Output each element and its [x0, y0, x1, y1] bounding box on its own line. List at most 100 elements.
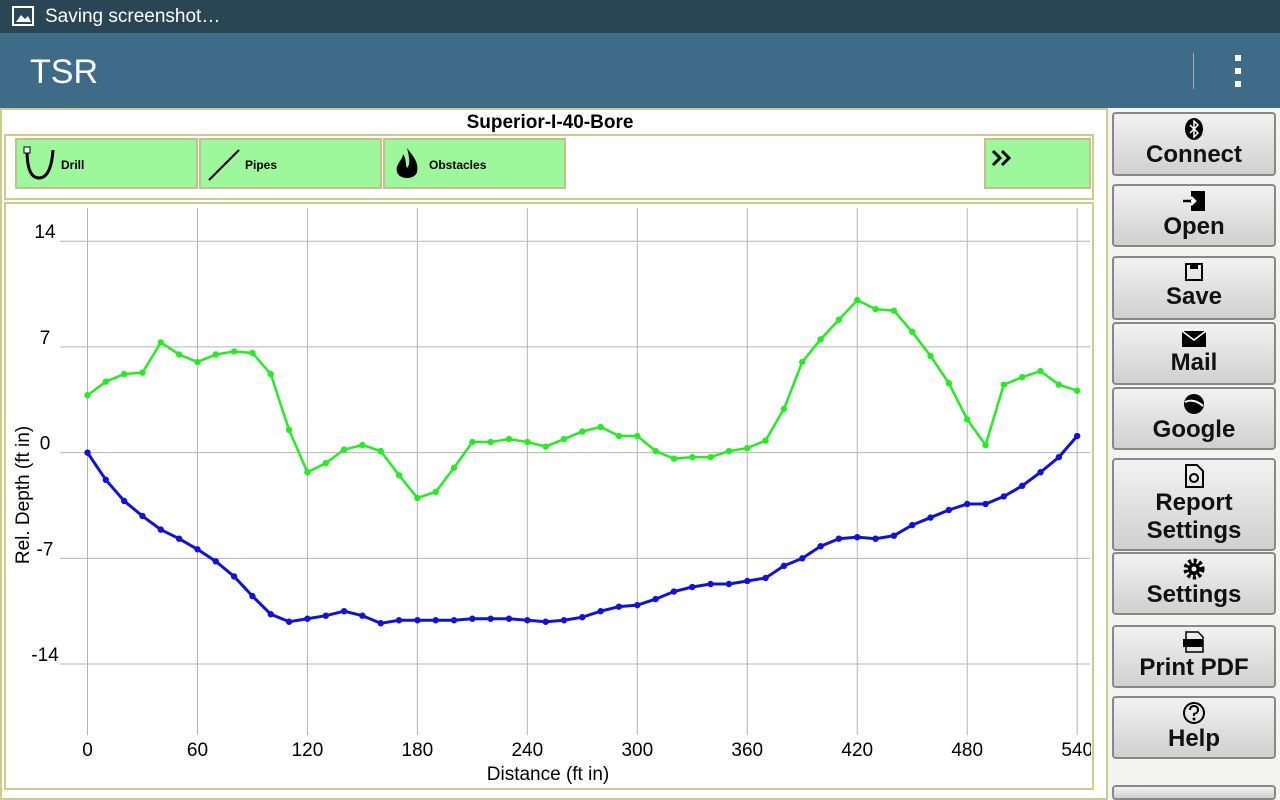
button-label: Connect [1146, 141, 1242, 168]
data-line [86, 435, 1079, 625]
screenshot-icon [12, 6, 34, 26]
data-point [762, 574, 769, 582]
data-point [872, 305, 879, 313]
data-point [359, 441, 366, 449]
data-point [267, 610, 274, 618]
y-tick-label: 0 [40, 434, 51, 455]
x-tick-label: 420 [841, 740, 873, 761]
data-point [1000, 493, 1008, 500]
gear-icon [1183, 558, 1205, 580]
data-point [1000, 381, 1008, 388]
data-point [469, 438, 476, 446]
data-point [762, 437, 769, 444]
fire-icon [396, 148, 418, 178]
google-button[interactable]: Google [1112, 387, 1276, 450]
overflow-menu[interactable] [1228, 53, 1248, 93]
data-point [469, 615, 476, 622]
open-icon [1183, 191, 1205, 211]
data-point [157, 339, 165, 346]
data-point [982, 500, 989, 508]
x-tick-label: 120 [292, 740, 324, 761]
data-point [615, 603, 623, 610]
data-point [689, 453, 696, 461]
settings-button[interactable]: Settings [1112, 552, 1276, 615]
data-point [377, 620, 384, 627]
print-pdf-button[interactable]: Print PDF [1112, 625, 1276, 688]
mail-button[interactable]: Mail [1112, 322, 1276, 385]
data-point [982, 441, 989, 449]
obstacles-button[interactable]: Obstacles [383, 138, 566, 189]
divider [1193, 53, 1194, 89]
data-point [579, 614, 586, 621]
button-label: Print PDF [1139, 654, 1249, 681]
data-point [212, 558, 219, 565]
save-button[interactable]: Save [1112, 256, 1276, 320]
data-point [175, 535, 183, 542]
data-point [487, 615, 494, 622]
drill-button[interactable]: Drill [15, 138, 198, 189]
report-settings-button[interactable]: Report Settings [1112, 458, 1276, 551]
data-point [524, 438, 531, 446]
app-bar: TSR [0, 33, 1280, 108]
more-button[interactable] [984, 138, 1091, 189]
y-tick-label: 14 [34, 222, 56, 243]
data-point [799, 358, 806, 366]
data-point [652, 447, 659, 455]
data-point [450, 617, 458, 624]
status-bar: Saving screenshot… [0, 0, 1280, 33]
data-point [1018, 373, 1026, 381]
data-point [560, 435, 568, 443]
data-point [542, 618, 549, 625]
data-point [212, 351, 219, 358]
more-buttons[interactable] [1112, 785, 1276, 800]
data-point [725, 580, 733, 588]
chevrons-icon [991, 149, 1012, 167]
button-label: Help [1167, 725, 1220, 752]
data-point [359, 612, 366, 619]
drill-icon [23, 146, 55, 180]
data-point [194, 546, 201, 553]
connect-button[interactable]: Connect [1112, 112, 1276, 176]
data-point [835, 535, 843, 542]
data-point [707, 580, 714, 588]
data-point [157, 526, 165, 533]
data-point [102, 378, 110, 385]
data-point [670, 455, 678, 462]
data-point [542, 443, 549, 450]
button-label: Mail [1170, 349, 1218, 376]
data-point [945, 379, 953, 387]
help-button[interactable]: Help [1112, 696, 1276, 759]
button-label: Drill [61, 158, 85, 172]
x-tick-label: 540 [1061, 740, 1093, 761]
status-text: Saving screenshot… [45, 6, 221, 27]
x-tick-label: 480 [951, 740, 983, 761]
data-point [230, 348, 238, 355]
y-axis-title: Rel. Depth (ft in) [13, 426, 34, 564]
data-point [267, 370, 274, 378]
y-tick-label: -7 [37, 539, 54, 560]
globe-icon [1184, 394, 1204, 414]
chart-panel [4, 202, 1094, 790]
data-point [560, 617, 568, 624]
data-point [597, 423, 604, 431]
data-point [139, 512, 146, 520]
data-point [194, 358, 201, 366]
button-label: Report Settings [1146, 489, 1242, 544]
data-point [120, 370, 128, 378]
open-button[interactable]: Open [1112, 184, 1276, 247]
pdf-icon [1183, 631, 1204, 653]
pipes-button[interactable]: Pipes [199, 138, 382, 189]
data-point [799, 555, 806, 562]
data-point [322, 459, 329, 467]
button-label: Settings [1146, 581, 1242, 608]
data-line [86, 298, 1078, 500]
report-icon [1185, 464, 1204, 488]
data-point [285, 618, 293, 625]
project-title: Superior-I-40-Bore [466, 112, 634, 133]
data-point [395, 472, 403, 479]
data-point [579, 428, 586, 435]
data-point [304, 469, 311, 476]
x-tick-label: 60 [187, 740, 208, 761]
data-point [744, 444, 751, 452]
